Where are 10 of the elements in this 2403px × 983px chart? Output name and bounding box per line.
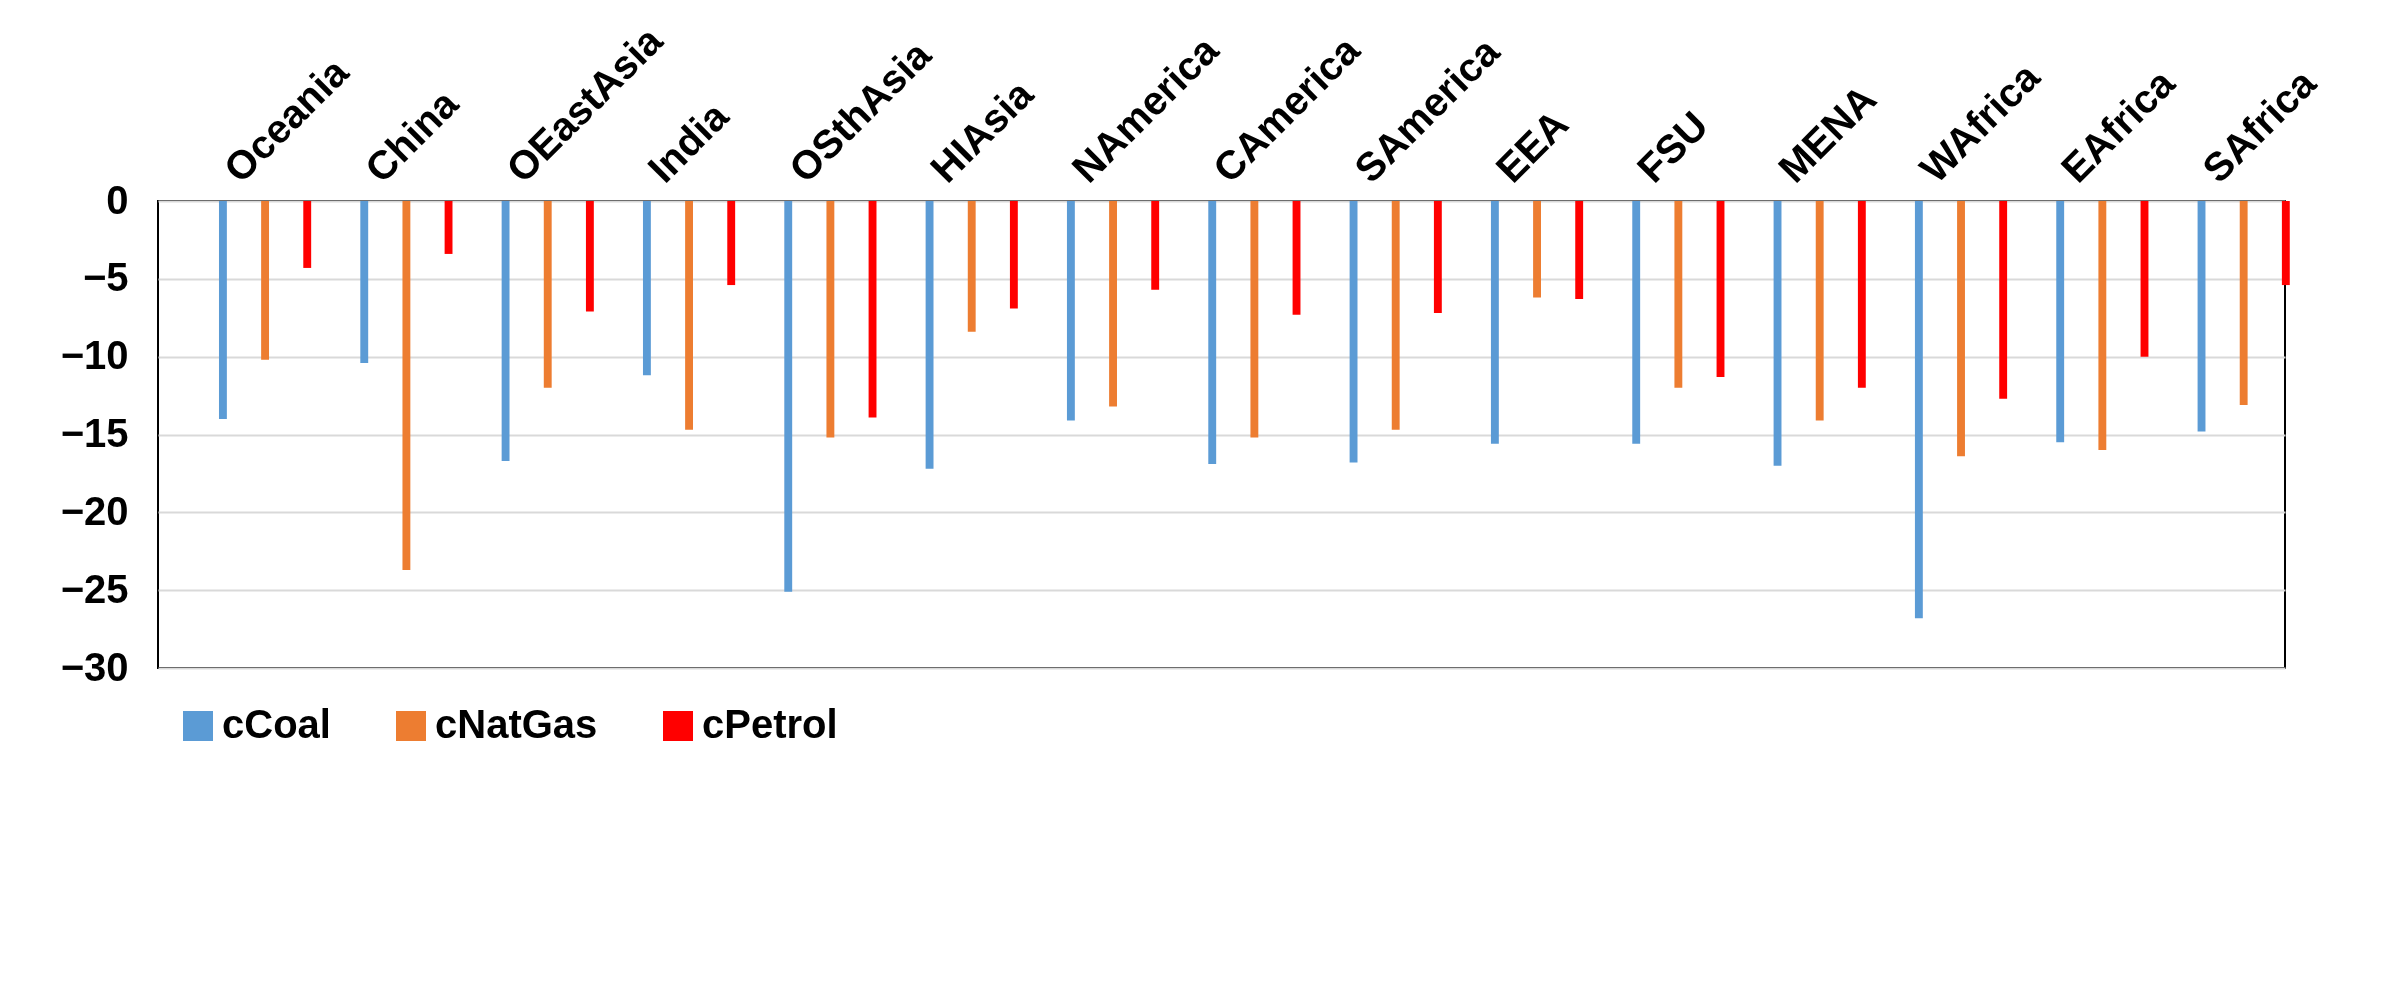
y-tick-label: −30 xyxy=(60,644,129,689)
y-tick-label: 0 xyxy=(106,177,129,222)
legend-label: cPetrol xyxy=(702,702,838,746)
y-tick-label: −5 xyxy=(82,255,129,300)
y-tick-label: −20 xyxy=(60,488,129,533)
legend-label: cNatGas xyxy=(435,702,598,746)
y-tick-label: −10 xyxy=(60,333,129,378)
y-tick-label: −15 xyxy=(60,411,129,455)
legend-label: cCoal xyxy=(222,702,331,746)
y-tick-label: −25 xyxy=(60,566,129,611)
